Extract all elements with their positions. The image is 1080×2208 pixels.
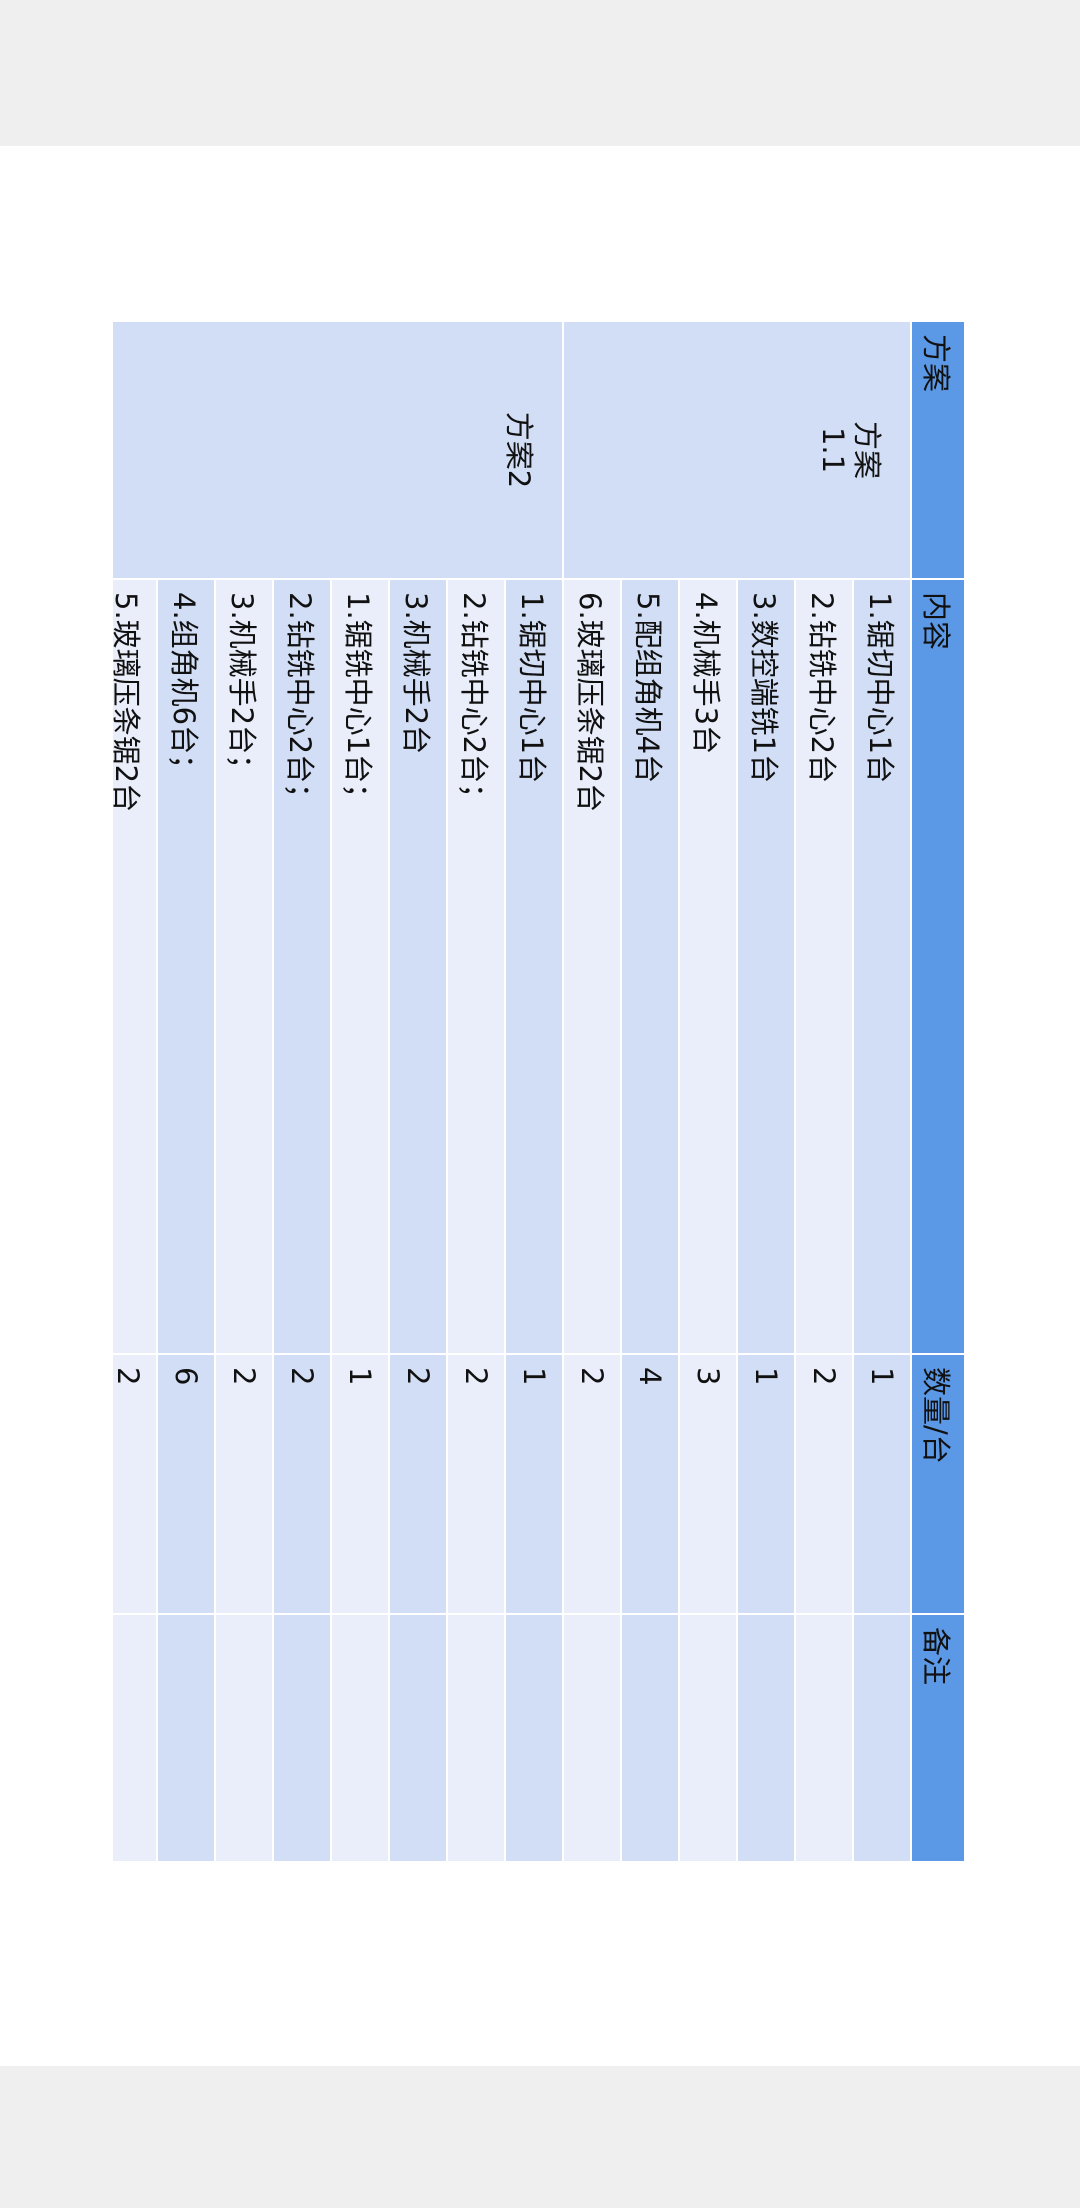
header-plan: 方案 <box>911 321 965 579</box>
content-cell: 1.锯切中心1台 <box>505 579 563 1354</box>
quantity-cell: 1 <box>331 1354 389 1614</box>
header-row: 方案 内容 数量/台 备注 <box>911 321 965 1862</box>
content-cell: 4.组角机6台； <box>157 579 215 1354</box>
content-cell: 1.锯切中心1台 <box>853 579 911 1354</box>
bottom-bar <box>0 2066 1080 2208</box>
plan-cell: 方案2 <box>113 321 563 579</box>
quantity-cell: 2 <box>113 1354 157 1614</box>
note-cell <box>563 1614 621 1862</box>
content-cell: 5.配组角机4台 <box>621 579 679 1354</box>
note-cell <box>737 1614 795 1862</box>
quantity-cell: 6 <box>157 1354 215 1614</box>
quantity-cell: 2 <box>563 1354 621 1614</box>
quantity-cell: 2 <box>215 1354 273 1614</box>
quantity-cell: 3 <box>679 1354 737 1614</box>
content-cell: 2.钻铣中心2台； <box>273 579 331 1354</box>
equipment-table: 方案 内容 数量/台 备注 方案 1.1 1.锯切中心1台 1 2.钻铣中心2台 2 3.数… <box>113 320 966 1863</box>
header-note: 备注 <box>911 1614 965 1862</box>
note-cell <box>853 1614 911 1862</box>
content-cell: 2.钻铣中心2台； <box>447 579 505 1354</box>
note-cell <box>679 1614 737 1862</box>
note-cell <box>113 1614 157 1862</box>
content-cell: 1.锯铣中心1台； <box>331 579 389 1354</box>
quantity-cell: 1 <box>737 1354 795 1614</box>
table-row: 方案 1.1 1.锯切中心1台 1 <box>563 321 911 1862</box>
note-cell <box>157 1614 215 1862</box>
quantity-cell: 2 <box>389 1354 447 1614</box>
rotated-table-container: 方案 内容 数量/台 备注 方案 1.1 1.锯切中心1台 1 2.钻铣中心2台 2 3.数… <box>113 320 966 1863</box>
quantity-cell: 2 <box>273 1354 331 1614</box>
content-cell: 5.玻璃压条锯2台 <box>113 579 157 1354</box>
content-cell: 4.机械手3台 <box>679 579 737 1354</box>
note-cell <box>447 1614 505 1862</box>
note-cell <box>331 1614 389 1862</box>
quantity-cell: 2 <box>795 1354 853 1614</box>
plan-cell: 方案 1.1 <box>563 321 911 579</box>
content-cell: 3.数控端铣1台 <box>737 579 795 1354</box>
header-content: 内容 <box>911 579 965 1354</box>
content-cell: 6.玻璃压条锯2台 <box>563 579 621 1354</box>
quantity-cell: 4 <box>621 1354 679 1614</box>
content-cell: 2.钻铣中心2台 <box>795 579 853 1354</box>
content-cell: 3.机械手2台 <box>389 579 447 1354</box>
header-quantity: 数量/台 <box>911 1354 965 1614</box>
top-bar <box>0 0 1080 146</box>
note-cell <box>389 1614 447 1862</box>
content-cell: 3.机械手2台； <box>215 579 273 1354</box>
quantity-cell: 2 <box>447 1354 505 1614</box>
note-cell <box>505 1614 563 1862</box>
note-cell <box>215 1614 273 1862</box>
note-cell <box>273 1614 331 1862</box>
quantity-cell: 1 <box>505 1354 563 1614</box>
table-row: 方案2 1.锯切中心1台 1 <box>113 321 563 1862</box>
note-cell <box>621 1614 679 1862</box>
note-cell <box>795 1614 853 1862</box>
quantity-cell: 1 <box>853 1354 911 1614</box>
